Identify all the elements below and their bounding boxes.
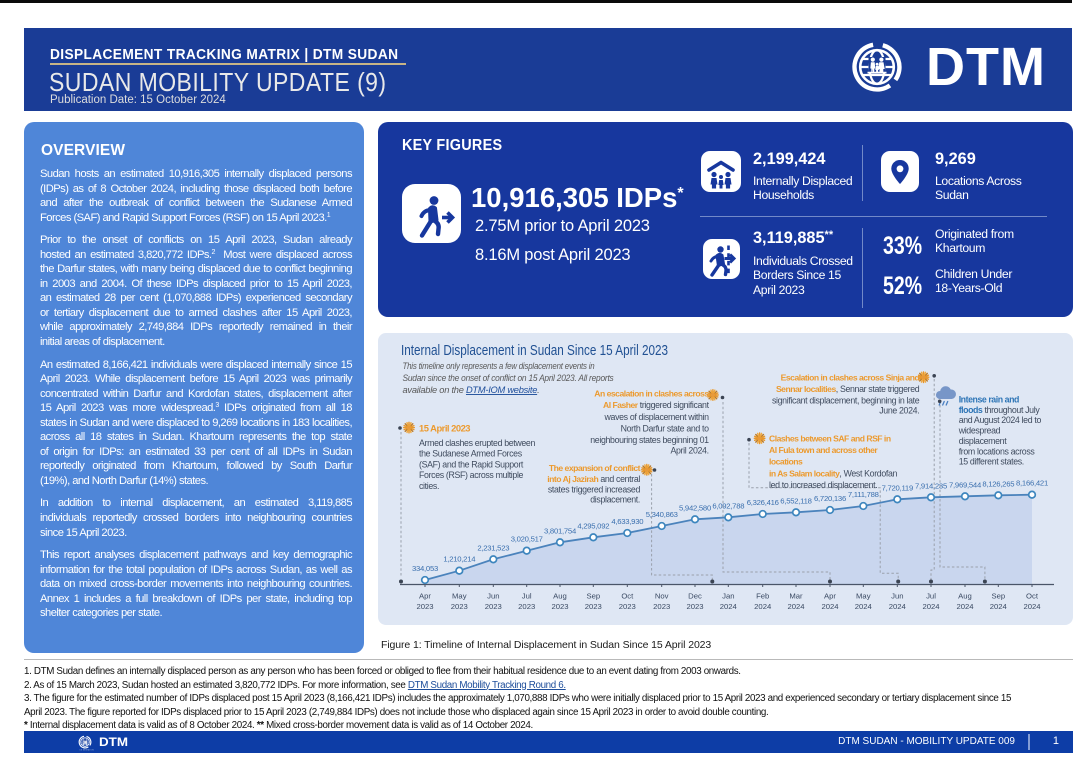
svg-text:4,633,930: 4,633,930 [611, 517, 643, 526]
svg-text:334,053: 334,053 [412, 564, 438, 573]
svg-text:floods throughout July: floods throughout July [959, 405, 1041, 415]
svg-text:DTM: DTM [99, 737, 128, 749]
svg-text:Al Fula town and across other: Al Fula town and across other [769, 445, 878, 455]
svg-text:Dec: Dec [688, 592, 702, 601]
svg-text:Aug: Aug [553, 592, 567, 601]
svg-text:DTM: DTM [926, 37, 1046, 97]
svg-text:7,720,119: 7,720,119 [882, 483, 913, 492]
svg-text:and August 2024 led to: and August 2024 led to [959, 415, 1042, 425]
svg-text:June 2024.: June 2024. [879, 405, 919, 415]
svg-text:2024: 2024 [720, 602, 738, 611]
svg-text:6,720,136: 6,720,136 [814, 494, 846, 503]
svg-text:2023: 2023 [485, 602, 502, 611]
svg-text:in As Salam locality, West Kor: in As Salam locality, West Kordofan [769, 468, 898, 478]
svg-text:2024: 2024 [922, 602, 940, 611]
svg-text:Aug: Aug [958, 592, 972, 601]
svg-text:2023: 2023 [518, 602, 535, 611]
svg-text:2023: 2023 [416, 602, 433, 611]
svg-text:Sennar localities, Sennar stat: Sennar localities, Sennar state triggere… [776, 384, 920, 394]
svg-text:from locations across: from locations across [959, 447, 1036, 457]
svg-text:5,942,580: 5,942,580 [679, 503, 711, 512]
svg-text:2023: 2023 [585, 602, 602, 611]
svg-text:waves of displacement within: waves of displacement within [604, 412, 710, 422]
svg-text:Jun: Jun [487, 592, 499, 601]
svg-text:Internal Displacement in Sudan: Internal Displacement in Sudan Since 15 … [401, 343, 668, 359]
svg-text:This timeline only represents: This timeline only represents a few disp… [403, 361, 595, 371]
svg-text:Clashes between SAF and RSF in: Clashes between SAF and RSF in [769, 434, 891, 444]
svg-text:Nov: Nov [655, 592, 669, 601]
svg-text:An escalation in clashes acros: An escalation in clashes across [594, 389, 709, 399]
svg-text:the Sudanese Armed Forces: the Sudanese Armed Forces [419, 449, 523, 459]
svg-text:Sudan since the onset of confl: Sudan since the onset of conflict on 15 … [403, 373, 615, 383]
svg-text:2024: 2024 [787, 602, 805, 611]
svg-text:Al Fasher triggered significan: Al Fasher triggered significant [603, 400, 710, 410]
svg-text:UN MIGRATION: UN MIGRATION [80, 749, 95, 752]
svg-text:neighbouring states beginning: neighbouring states beginning 01 [590, 435, 709, 445]
svg-text:2023: 2023 [551, 602, 568, 611]
svg-text:Intense rain and: Intense rain and [959, 395, 1019, 405]
svg-text:Jul: Jul [926, 592, 936, 601]
svg-text:2024: 2024 [821, 602, 839, 611]
svg-text:cities.: cities. [419, 481, 439, 491]
svg-text:1,210,214: 1,210,214 [443, 555, 476, 564]
svg-text:7,969,544: 7,969,544 [949, 480, 982, 489]
svg-text:6,326,416: 6,326,416 [747, 498, 779, 507]
svg-text:Apr: Apr [824, 592, 836, 601]
svg-text:7,111,788: 7,111,788 [848, 490, 879, 499]
svg-text:April 2024.: April 2024. [670, 446, 708, 456]
svg-text:(SAF) and the Rapid Support: (SAF) and the Rapid Support [419, 459, 524, 469]
svg-text:2,231,523: 2,231,523 [477, 543, 509, 552]
svg-text:Sep: Sep [991, 592, 1005, 601]
svg-text:7,914,235: 7,914,235 [915, 481, 947, 490]
svg-text:3,020,517: 3,020,517 [511, 535, 543, 544]
svg-text:2024: 2024 [855, 602, 873, 611]
svg-text:6,552,118: 6,552,118 [780, 496, 811, 505]
svg-text:Armed clashes erupted between: Armed clashes erupted between [419, 438, 535, 448]
svg-text:2024: 2024 [990, 602, 1008, 611]
svg-text:states triggered increased: states triggered increased [548, 485, 641, 495]
svg-text:Oct: Oct [621, 592, 634, 601]
svg-text:Escalation in clashes across S: Escalation in clashes across Sinja and [781, 373, 920, 383]
svg-text:2023: 2023 [653, 602, 670, 611]
svg-text:2024: 2024 [754, 602, 772, 611]
svg-text:4,295,092: 4,295,092 [577, 521, 609, 530]
svg-text:widespread: widespread [958, 426, 1001, 436]
svg-text:2023: 2023 [619, 602, 636, 611]
svg-text:May: May [452, 592, 467, 601]
svg-text:led to increased displacement.: led to increased displacement. [769, 480, 877, 490]
svg-text:Mar: Mar [789, 592, 803, 601]
svg-text:Jun: Jun [891, 592, 903, 601]
svg-text:15 April 2023: 15 April 2023 [419, 423, 470, 434]
svg-text:May: May [856, 592, 871, 601]
svg-text:Jan: Jan [722, 592, 734, 601]
svg-text:locations: locations [769, 457, 803, 467]
svg-text:Oct: Oct [1026, 592, 1039, 601]
svg-text:2024: 2024 [956, 602, 974, 611]
svg-text:6,092,788: 6,092,788 [712, 501, 744, 510]
svg-text:North Darfur state and to: North Darfur state and to [621, 423, 710, 433]
svg-text:displacement.: displacement. [590, 495, 640, 505]
svg-text:Apr: Apr [419, 592, 431, 601]
svg-text:Sep: Sep [586, 592, 600, 601]
svg-text:8,166,421: 8,166,421 [1016, 479, 1048, 488]
svg-text:2024: 2024 [1023, 602, 1041, 611]
svg-text:5,340,863: 5,340,863 [646, 510, 678, 519]
svg-text:into Aj Jazirah and central: into Aj Jazirah and central [547, 474, 640, 484]
svg-text:Feb: Feb [756, 592, 769, 601]
svg-text:15 different states.: 15 different states. [959, 457, 1024, 467]
svg-text:2023: 2023 [686, 602, 703, 611]
svg-text:The expansion of conflict: The expansion of conflict [549, 463, 641, 473]
svg-text:significant displacement, begi: significant displacement, beginning in l… [772, 396, 920, 406]
svg-text:Forces (RSF) across multiple: Forces (RSF) across multiple [419, 470, 524, 480]
svg-text:8,126,265: 8,126,265 [982, 479, 1014, 488]
svg-text:available on the DTM-IOM websi: available on the DTM-IOM website. [403, 385, 540, 395]
svg-text:2023: 2023 [451, 602, 468, 611]
svg-text:displacement: displacement [959, 436, 1008, 446]
svg-text:2024: 2024 [889, 602, 907, 611]
svg-text:Jul: Jul [522, 592, 532, 601]
svg-text:3,801,754: 3,801,754 [544, 526, 577, 535]
